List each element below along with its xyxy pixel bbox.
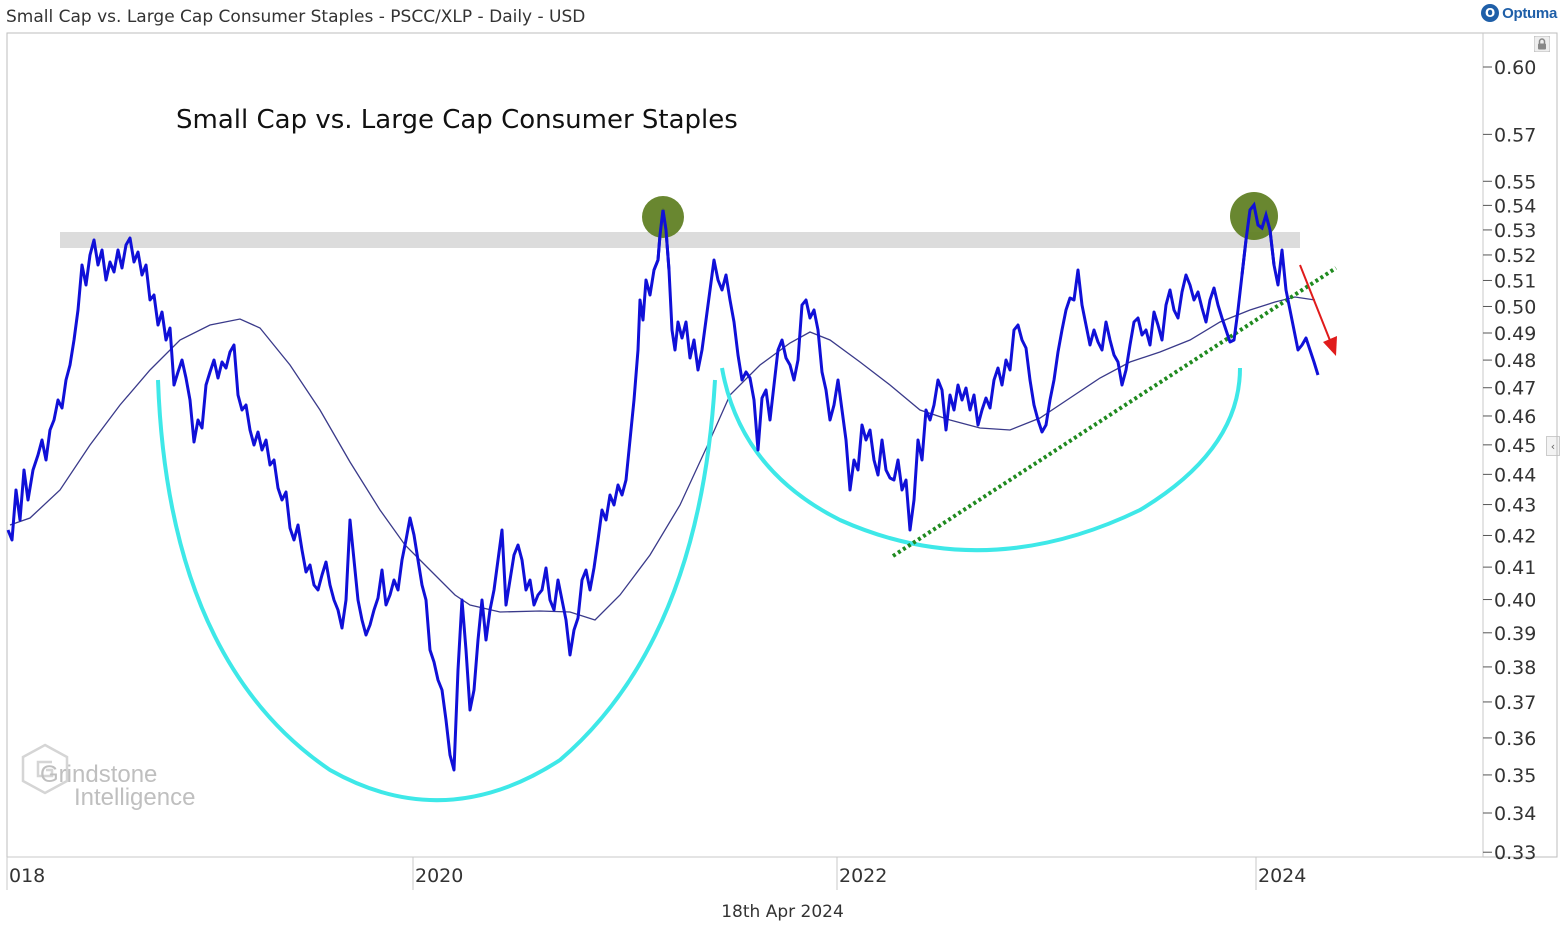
- chart-title: Small Cap vs. Large Cap Consumer Staples: [176, 105, 738, 135]
- down-arrow-shaft: [1299, 264, 1332, 344]
- y-tick-label: 0.51: [1494, 270, 1536, 292]
- y-tick-label: 0.60: [1494, 57, 1536, 79]
- x-axis: 018 2020 2022 2024: [6, 857, 1306, 890]
- y-tick-label: 0.34: [1494, 803, 1536, 825]
- y-tick-label: 0.44: [1494, 464, 1536, 486]
- y-tick-label: 0.49: [1494, 323, 1536, 345]
- y-tick-label: 0.45: [1494, 435, 1536, 457]
- optuma-logo-icon: O: [1481, 4, 1500, 22]
- x-tick-label: 2020: [415, 865, 463, 887]
- support-trendline: [891, 266, 1338, 558]
- y-tick-label: 0.53: [1494, 220, 1536, 242]
- resistance-band: [60, 232, 1300, 248]
- y-tick-label: 0.48: [1494, 350, 1536, 372]
- watermark-line2: Intelligence: [74, 784, 195, 811]
- y-axis: 0.60 0.57 0.550.54 0.53 0.52 0.51 0.50 0.49 0.48…: [1483, 57, 1536, 864]
- x-tick-label: 018: [9, 865, 45, 887]
- price-line: [6, 203, 1320, 772]
- y-tick-label: 0.52: [1494, 245, 1536, 267]
- chart-header-title: Small Cap vs. Large Cap Consumer Staples…: [6, 7, 586, 27]
- y-tick-label: 0.36: [1494, 728, 1536, 750]
- optuma-logo-text: Optuma: [1502, 4, 1557, 22]
- optuma-logo: O Optuma: [1481, 4, 1557, 22]
- y-tick-label: 0.46: [1494, 406, 1536, 428]
- lock-icon[interactable]: [1534, 36, 1550, 52]
- y-tick-label: 0.38: [1494, 657, 1536, 679]
- down-arrow-head: [1323, 336, 1337, 356]
- plot-frame: [6, 32, 1558, 858]
- y-tick-label: 0.55: [1494, 171, 1536, 193]
- y-tick-label: 0.50: [1494, 296, 1536, 318]
- x-tick-label: 2022: [839, 865, 887, 887]
- moving-average-line: [9, 296, 1316, 621]
- watermark-line1: Grindstone: [40, 761, 157, 788]
- y-tick-label: 0.47: [1494, 378, 1536, 400]
- price-line-peak-overlay-2021: [652, 209, 671, 271]
- y-tick-label: 0.41: [1494, 557, 1536, 579]
- y-tick-label: 0.42: [1494, 525, 1536, 547]
- y-tick-label: 0.40: [1494, 590, 1536, 612]
- y-tick-label: 0.43: [1494, 495, 1536, 517]
- y-tick-label: 0.39: [1494, 623, 1536, 645]
- chart-canvas: Small Cap vs. Large Cap Consumer Staples…: [6, 32, 1558, 890]
- y-tick-label: 0.37: [1494, 692, 1536, 714]
- watermark-logo: [21, 743, 69, 795]
- price-line-peak-overlay-2023: [1240, 201, 1276, 276]
- peak-marker-2023: [1230, 192, 1278, 240]
- y-tick-label: 0.33: [1494, 842, 1536, 864]
- cup-arc-left: [156, 379, 717, 803]
- y-tick-label: 0.54: [1494, 195, 1536, 217]
- y-tick-label: 0.35: [1494, 765, 1536, 787]
- cup-arc-right: [720, 367, 1242, 553]
- footer-date: 18th Apr 2024: [721, 902, 844, 922]
- x-tick-label: 2024: [1258, 865, 1306, 887]
- y-tick-label: 0.57: [1494, 124, 1536, 146]
